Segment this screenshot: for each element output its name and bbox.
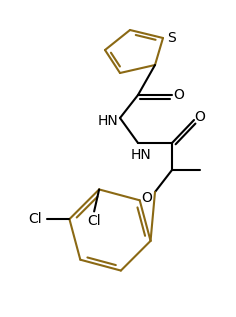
Text: O: O	[194, 110, 205, 124]
Text: O: O	[142, 191, 152, 205]
Text: HN: HN	[131, 148, 151, 162]
Text: Cl: Cl	[29, 212, 42, 226]
Text: S: S	[167, 31, 175, 45]
Text: O: O	[173, 88, 185, 102]
Text: HN: HN	[98, 114, 118, 128]
Text: Cl: Cl	[87, 214, 101, 229]
